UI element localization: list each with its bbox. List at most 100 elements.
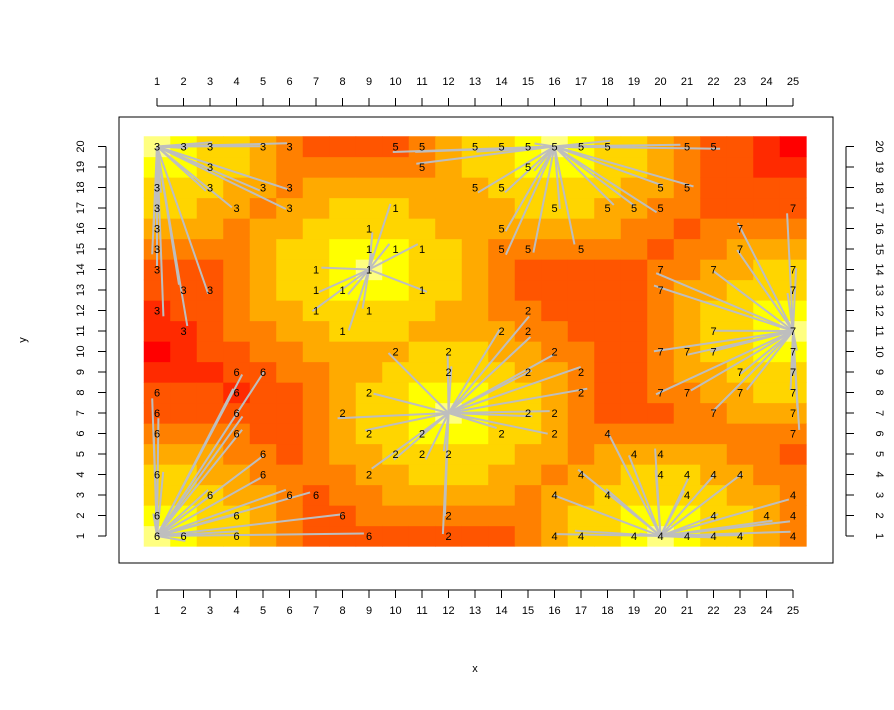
x-tick-label-top: 9	[366, 76, 372, 88]
cluster-label: 4	[657, 531, 663, 543]
cluster-label: 5	[498, 224, 504, 236]
cluster-segment	[654, 470, 662, 537]
cluster-label: 6	[260, 449, 266, 461]
heatmap-cell	[673, 464, 701, 486]
cluster-label: 5	[498, 142, 504, 154]
heatmap-cell	[249, 218, 277, 240]
cluster-label: 2	[445, 367, 451, 379]
cluster-label: 6	[366, 531, 372, 543]
heatmap-cell	[567, 279, 595, 301]
x-axis-title: x	[472, 663, 478, 675]
cluster-label: 6	[233, 429, 239, 441]
heatmap-cell	[594, 320, 622, 342]
heatmap-cell	[700, 402, 728, 424]
cluster-segment	[371, 412, 450, 470]
cluster-label: 7	[657, 388, 663, 400]
heatmap-cell	[726, 382, 754, 404]
heatmap-cell	[647, 320, 675, 342]
heatmap-cell	[329, 238, 357, 260]
cluster-label: 2	[445, 449, 451, 461]
heatmap-cell	[673, 382, 701, 404]
cluster-label: 5	[551, 142, 557, 154]
x-tick-label-top: 19	[628, 76, 640, 88]
x-tick-label: 5	[260, 605, 266, 617]
cluster-label: 7	[657, 285, 663, 297]
heatmap-cell	[567, 402, 595, 424]
heatmap-cell	[541, 279, 569, 301]
x-tick-label-top: 18	[601, 76, 613, 88]
cluster-label: 3	[260, 142, 266, 154]
heatmap-cell	[620, 259, 648, 281]
heatmap-cell	[541, 443, 569, 465]
heatmap-cell	[726, 525, 754, 547]
y-tick-label: 2	[75, 512, 87, 518]
cluster-segment	[710, 330, 794, 353]
cluster-label: 4	[710, 511, 716, 523]
heatmap-cell	[647, 464, 675, 486]
heatmap-cell	[302, 525, 330, 547]
heatmap-cell	[382, 156, 410, 178]
heatmap-cell	[514, 464, 542, 486]
heatmap-cell	[647, 279, 675, 301]
cluster-label: 2	[498, 326, 504, 338]
cluster-label: 4	[684, 490, 690, 502]
x-tick-label-top: 10	[389, 76, 401, 88]
cluster-label: 3	[180, 142, 186, 154]
cluster-label: 5	[525, 162, 531, 174]
heatmap-cell	[355, 156, 383, 178]
cluster-segment	[447, 336, 532, 414]
cluster-label: 1	[313, 306, 319, 318]
heatmap-cell	[408, 320, 436, 342]
cluster-segment	[156, 489, 209, 537]
heatmap-cell	[567, 505, 595, 527]
heatmap-cell	[302, 443, 330, 465]
x-tick-label: 23	[734, 605, 746, 617]
cluster-labels: 3 3 3 3 3 5 5 5 5 5 5 5 5 5 5 3 5 5 3 3 3 3 5 5 5 5 3 3 3 1 5 5 5 5 7 3 1 5 7 3…	[154, 142, 796, 544]
cluster-label: 2	[578, 367, 584, 379]
cluster-segment	[504, 146, 556, 256]
heatmap-cell	[461, 382, 489, 404]
heatmap-cell	[673, 402, 701, 424]
cluster-label: 7	[790, 203, 796, 215]
cluster-label: 6	[313, 490, 319, 502]
heatmap-cell	[647, 136, 675, 158]
heatmap-cell	[567, 423, 595, 445]
heatmap-cell	[170, 402, 198, 424]
x-tick-label: 11	[416, 605, 427, 617]
cluster-label: 5	[631, 203, 637, 215]
heatmap-cell	[435, 177, 463, 199]
heatmap-cell	[647, 402, 675, 424]
heatmap-cell	[435, 197, 463, 219]
heatmap-cell	[223, 238, 251, 260]
y-tick-label-right: 4	[873, 471, 885, 477]
heatmap-cell	[620, 484, 648, 506]
y-tick-label-right: 12	[873, 304, 885, 316]
heatmap-cell	[541, 423, 569, 445]
y-tick-label-right: 20	[873, 140, 885, 152]
heatmap-cell	[382, 279, 410, 301]
heatmap-cell	[170, 443, 198, 465]
cluster-label: 2	[445, 347, 451, 359]
heatmap-cell	[276, 382, 304, 404]
cluster-label: 7	[790, 388, 796, 400]
cluster-segment	[554, 145, 721, 150]
heatmap-cell	[329, 341, 357, 363]
heatmap-cell	[302, 197, 330, 219]
y-tick-label: 12	[75, 304, 87, 316]
heatmap-cell	[302, 136, 330, 158]
heatmap-cell	[514, 484, 542, 506]
cluster-label: 6	[207, 490, 213, 502]
x-tick-label: 10	[389, 605, 401, 617]
heatmap-cell	[514, 279, 542, 301]
heatmap-cell	[488, 197, 516, 219]
cluster-segment	[660, 530, 791, 537]
heatmap-cell	[435, 238, 463, 260]
heatmap-cell	[514, 259, 542, 281]
y-tick-label: 11	[75, 325, 87, 336]
heatmap-cell	[753, 505, 781, 527]
cluster-label: 1	[366, 244, 372, 256]
cluster-label: 7	[790, 265, 796, 277]
cluster-segment	[311, 268, 370, 313]
cluster-segment	[156, 146, 189, 327]
cluster-segment	[792, 330, 801, 430]
